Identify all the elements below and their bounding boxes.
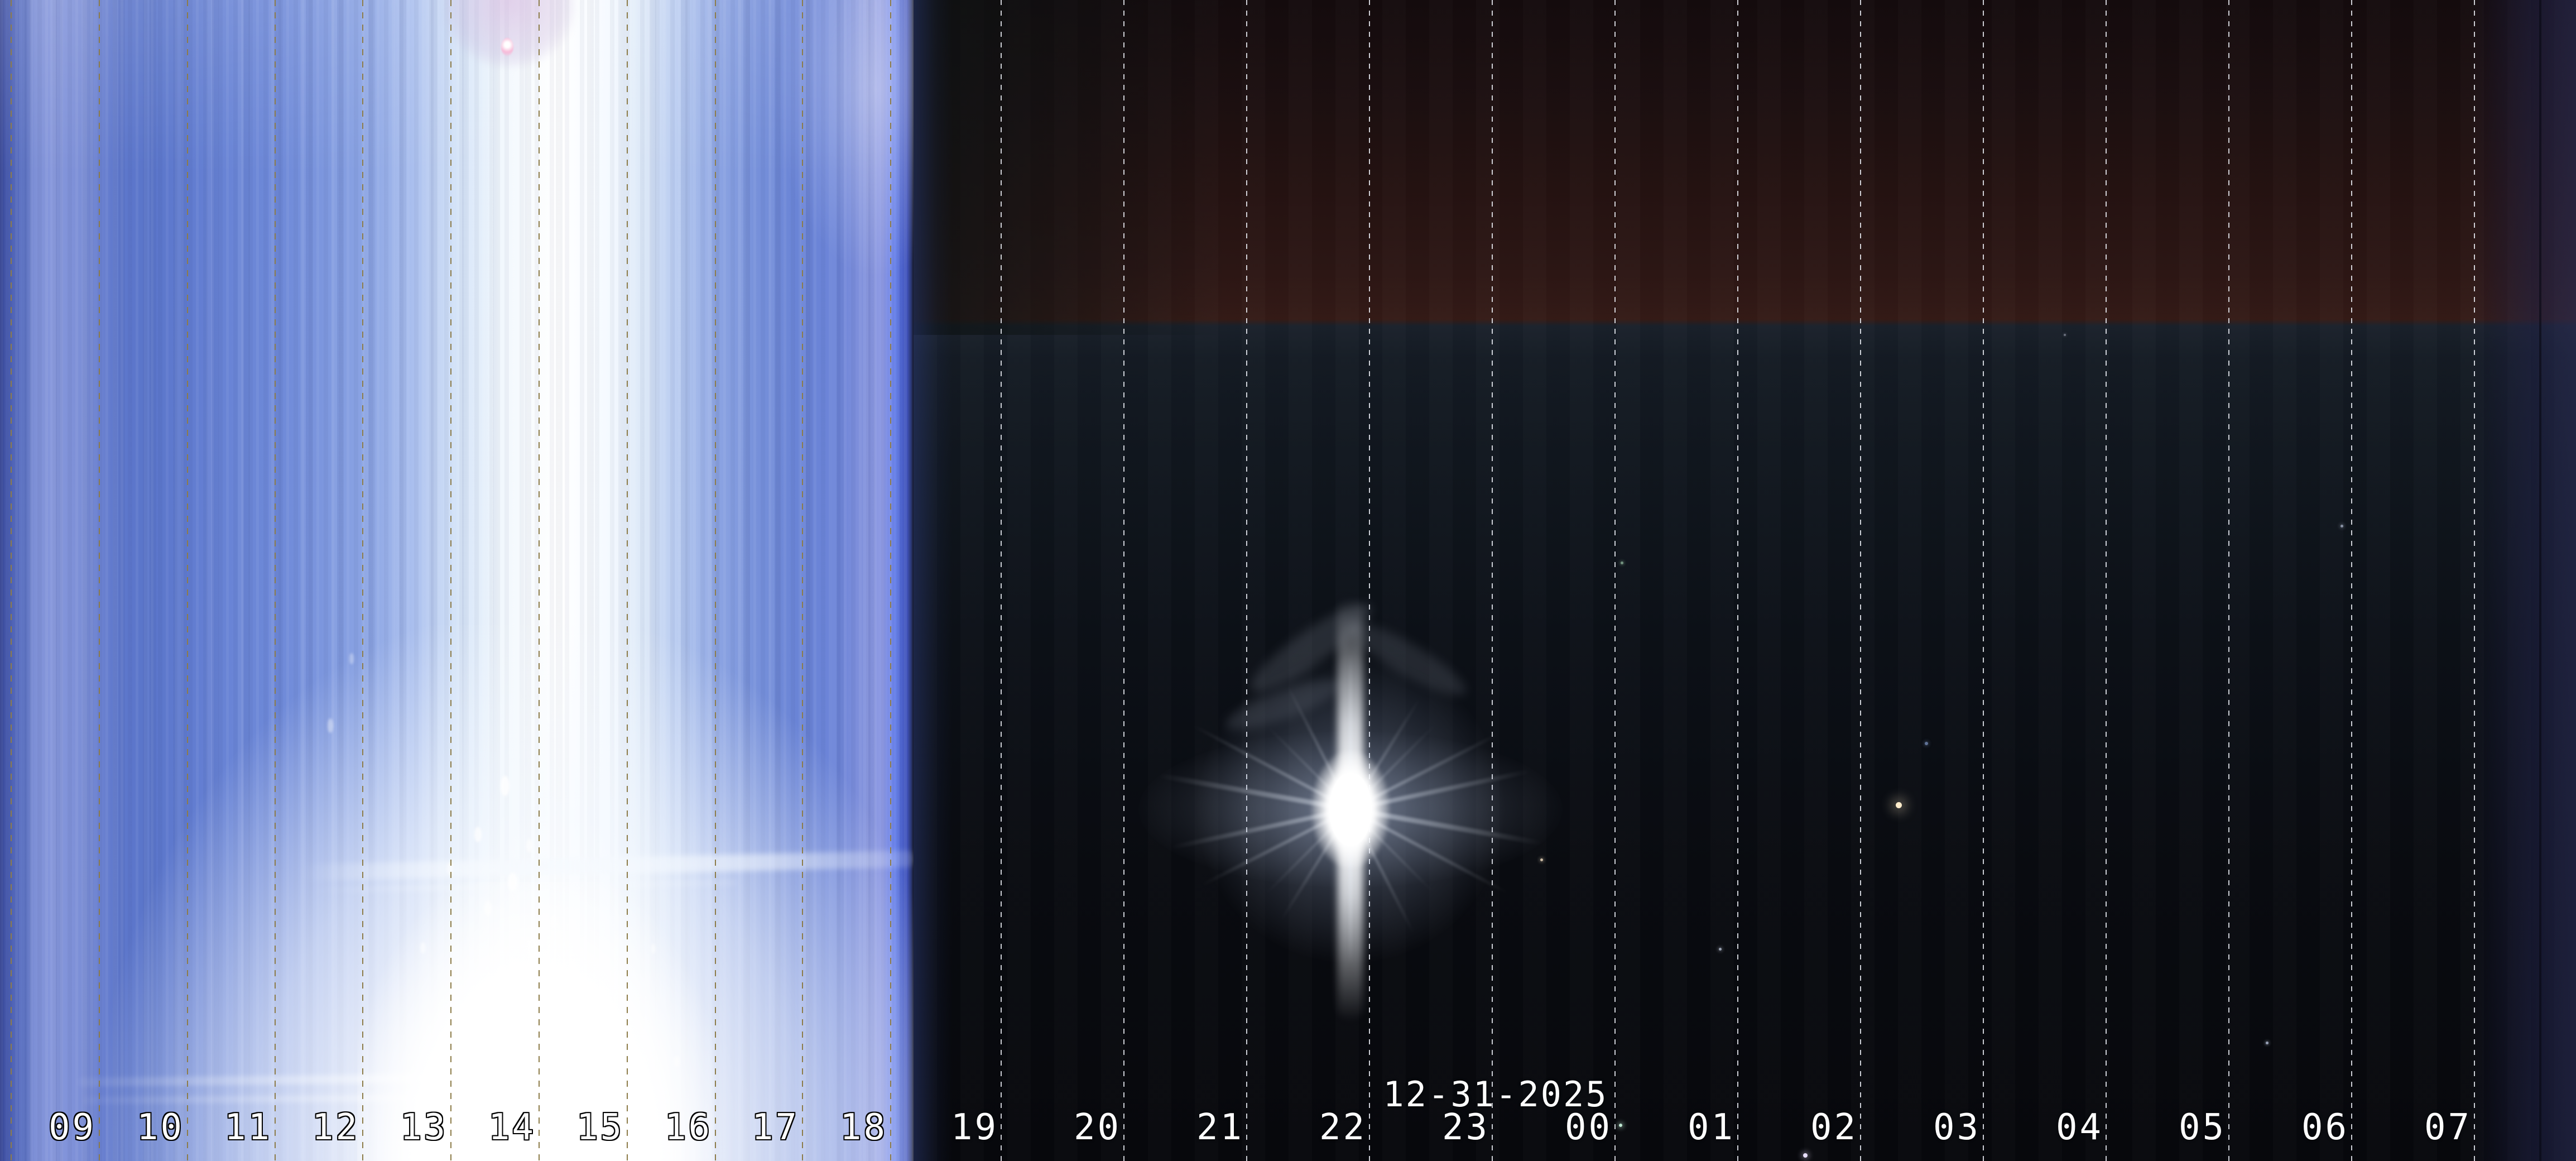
hour-tick-label: 14 xyxy=(488,1107,536,1148)
hour-tick-label: 05 xyxy=(2178,1107,2226,1148)
hour-tick-label: 15 xyxy=(576,1107,624,1148)
star-point xyxy=(2265,1041,2269,1044)
hour-gridline xyxy=(11,0,12,1161)
spray-droplet xyxy=(526,938,537,958)
hour-tick-label: 21 xyxy=(1196,1107,1244,1148)
star-point xyxy=(1540,858,1543,861)
hour-gridline xyxy=(2228,0,2229,1161)
hour-gridline xyxy=(275,0,276,1161)
hour-gridline xyxy=(627,0,628,1161)
hour-gridline xyxy=(1983,0,1984,1161)
spray-droplet xyxy=(550,916,557,928)
hour-tick-label: 00 xyxy=(1564,1107,1612,1148)
hour-gridline xyxy=(890,0,891,1161)
hour-gridline xyxy=(1492,0,1493,1161)
hour-tick-label: 19 xyxy=(950,1107,998,1148)
sun-glare-core xyxy=(357,882,714,1161)
star-point xyxy=(1803,1153,1808,1158)
object-core xyxy=(1329,773,1372,846)
hour-gridline xyxy=(1614,0,1616,1161)
hour-tick-label: 22 xyxy=(1319,1107,1367,1148)
spray-droplet xyxy=(595,1003,605,1020)
hour-gridline xyxy=(99,0,100,1161)
hour-tick-label: 10 xyxy=(136,1107,184,1148)
hour-gridline xyxy=(187,0,188,1161)
night-left-shading xyxy=(914,0,1226,335)
hour-gridline xyxy=(1860,0,1861,1161)
hour-tick-label: 13 xyxy=(400,1107,448,1148)
spray-droplet xyxy=(478,1028,488,1046)
hour-tick-label: 01 xyxy=(1687,1107,1735,1148)
hour-tick-label: 20 xyxy=(1073,1107,1121,1148)
star-point xyxy=(1895,802,1902,808)
hour-tick-label: 07 xyxy=(2424,1107,2472,1148)
hour-tick-label: 11 xyxy=(224,1107,272,1148)
spray-droplet xyxy=(484,901,492,916)
hour-gridline xyxy=(450,0,451,1161)
spray-droplet xyxy=(622,1035,630,1048)
spray-droplet xyxy=(571,1053,583,1071)
lens-ghost-highlight xyxy=(501,38,513,56)
hour-gridline xyxy=(1369,0,1370,1161)
spray-droplet xyxy=(349,653,354,664)
spray-droplet xyxy=(497,965,506,980)
star-point xyxy=(1925,742,1928,745)
spray-droplet xyxy=(328,718,333,733)
hour-tick-label: 17 xyxy=(751,1107,799,1148)
hour-gridline xyxy=(1246,0,1247,1161)
hour-gridline xyxy=(2351,0,2352,1161)
hour-gridline xyxy=(2474,0,2475,1161)
hour-gridline xyxy=(1001,0,1002,1161)
spray-droplet xyxy=(562,975,570,988)
star-point xyxy=(1718,947,1722,951)
hour-gridline xyxy=(539,0,540,1161)
star-point xyxy=(1620,561,1623,564)
spray-droplet xyxy=(420,942,426,953)
hour-gridline xyxy=(1123,0,1124,1161)
hour-gridline xyxy=(2106,0,2107,1161)
hour-tick-label: 18 xyxy=(839,1107,887,1148)
hour-gridline xyxy=(802,0,803,1161)
star-point xyxy=(2340,524,2343,527)
spray-droplet xyxy=(446,862,453,875)
hour-tick-label: 03 xyxy=(1933,1107,1981,1148)
spray-droplet xyxy=(650,944,656,954)
spray-droplet xyxy=(526,839,532,852)
hour-tick-label: 06 xyxy=(2301,1107,2349,1148)
hour-gridline xyxy=(715,0,716,1161)
hour-tick-label: 16 xyxy=(664,1107,712,1148)
frame-seam xyxy=(2539,0,2541,1161)
date-label: 12-31-2025 xyxy=(1383,1074,1608,1115)
star-point xyxy=(2064,334,2066,336)
hour-tick-label: 04 xyxy=(2055,1107,2103,1148)
spray-droplet xyxy=(474,827,482,842)
spray-droplet xyxy=(501,776,510,796)
star-point xyxy=(1619,1124,1622,1127)
hour-tick-label: 09 xyxy=(48,1107,96,1148)
dawn-indigo-strip xyxy=(2470,0,2576,1161)
hour-tick-label: 23 xyxy=(1441,1107,1489,1148)
hour-gridline xyxy=(362,0,363,1161)
spray-droplet xyxy=(517,993,530,1014)
spray-droplet xyxy=(673,1056,680,1067)
night-sky-panel xyxy=(914,0,2576,1161)
day-sky-panel xyxy=(0,0,977,1161)
dusk-navy-strip xyxy=(914,0,953,1161)
hour-tick-label: 12 xyxy=(311,1107,359,1148)
hour-tick-label: 02 xyxy=(1810,1107,1858,1148)
hour-gridline xyxy=(1737,0,1738,1161)
spray-droplet xyxy=(507,873,517,891)
